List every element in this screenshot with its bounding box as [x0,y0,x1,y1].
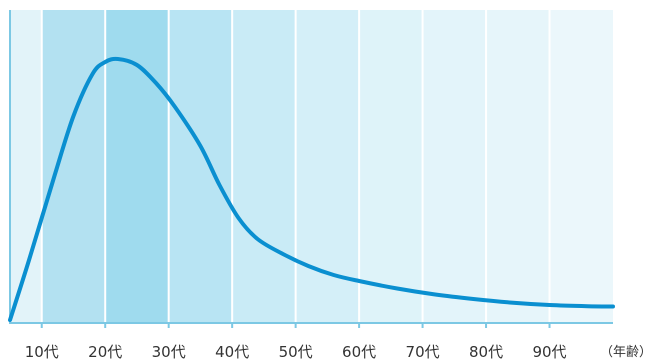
x-tick-label-80: 80代 [469,343,503,361]
age-band-8 [486,10,550,323]
age-band-5 [295,10,360,323]
age-band-7 [422,10,487,323]
x-ticks [40,323,551,328]
age-band-4 [232,10,296,323]
age-band-9 [549,10,613,323]
age-band-2 [105,10,169,323]
x-tick-label-60: 60代 [342,343,376,361]
gridlines [40,10,551,323]
series-curve [8,56,615,322]
age-band-3 [168,10,233,323]
x-tick-label-40: 40代 [215,343,249,361]
age-band-6 [359,10,423,323]
x-tick-label-30: 30代 [152,343,186,361]
x-tick-label-70: 70代 [406,343,440,361]
curve-layer [8,56,615,322]
x-tick-label-50: 50代 [279,343,313,361]
age-bands [10,10,613,323]
x-tick-labels: 10代 20代 30代 40代 50代 60代 70代 80代 90代 [25,343,567,361]
x-tick-label-10: 10代 [25,343,59,361]
x-unit-label: （年齢） [600,345,652,360]
x-tick-label-90: 90代 [532,343,566,361]
axes [9,10,613,324]
age-band-1 [41,10,106,323]
x-tick-label-20: 20代 [88,343,122,361]
